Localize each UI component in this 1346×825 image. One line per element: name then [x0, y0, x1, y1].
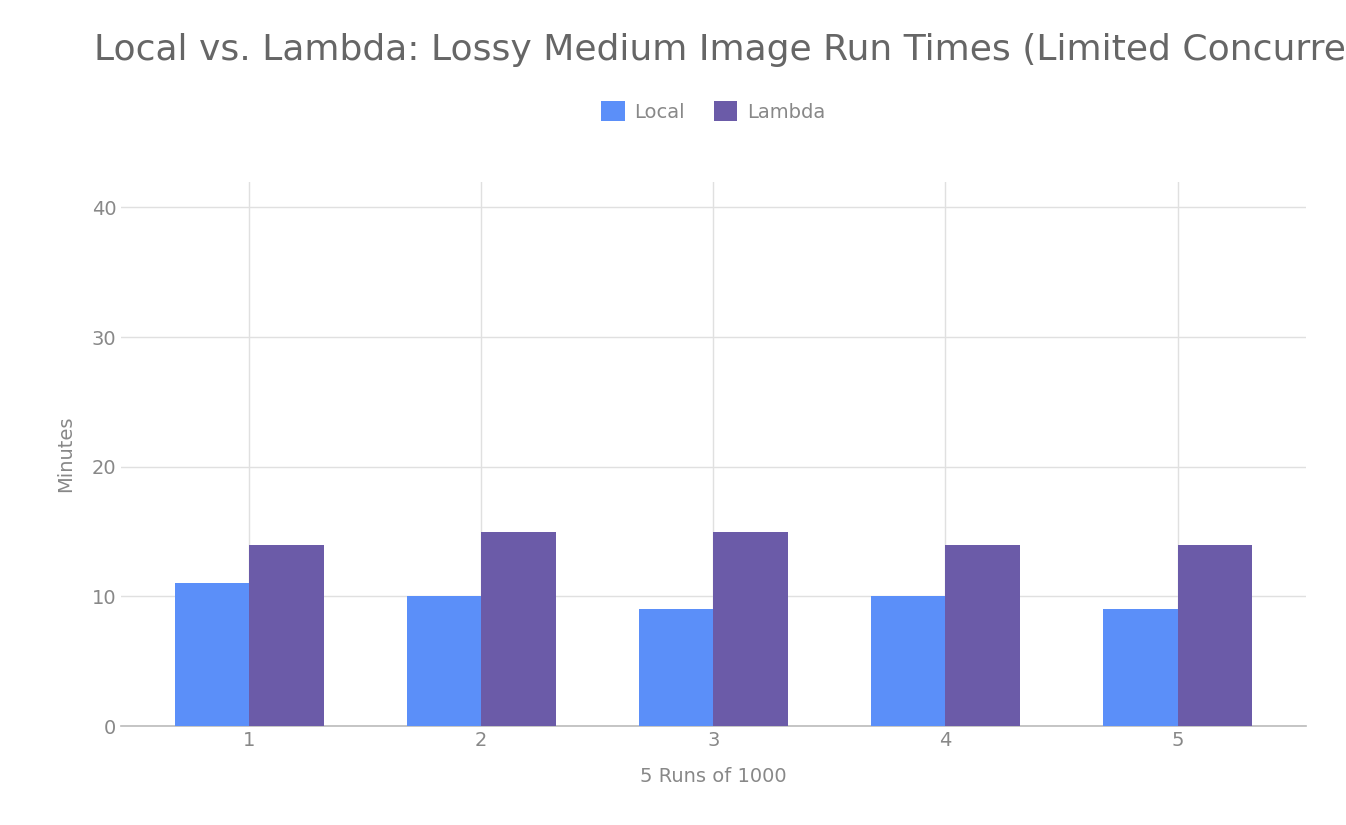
Bar: [871, 596, 945, 726]
Bar: [1178, 544, 1252, 726]
Text: Local vs. Lambda: Lossy Medium Image Run Times (Limited Concurrency): Local vs. Lambda: Lossy Medium Image Run…: [94, 33, 1346, 67]
Bar: [1104, 610, 1178, 726]
X-axis label: 5 Runs of 1000: 5 Runs of 1000: [641, 766, 786, 785]
Bar: [945, 544, 1020, 726]
Y-axis label: Minutes: Minutes: [57, 416, 75, 492]
Bar: [249, 544, 323, 726]
Bar: [175, 583, 249, 726]
Bar: [713, 531, 787, 726]
Bar: [639, 610, 713, 726]
Bar: [482, 531, 556, 726]
Legend: Local, Lambda: Local, Lambda: [594, 93, 833, 130]
Bar: [406, 596, 482, 726]
